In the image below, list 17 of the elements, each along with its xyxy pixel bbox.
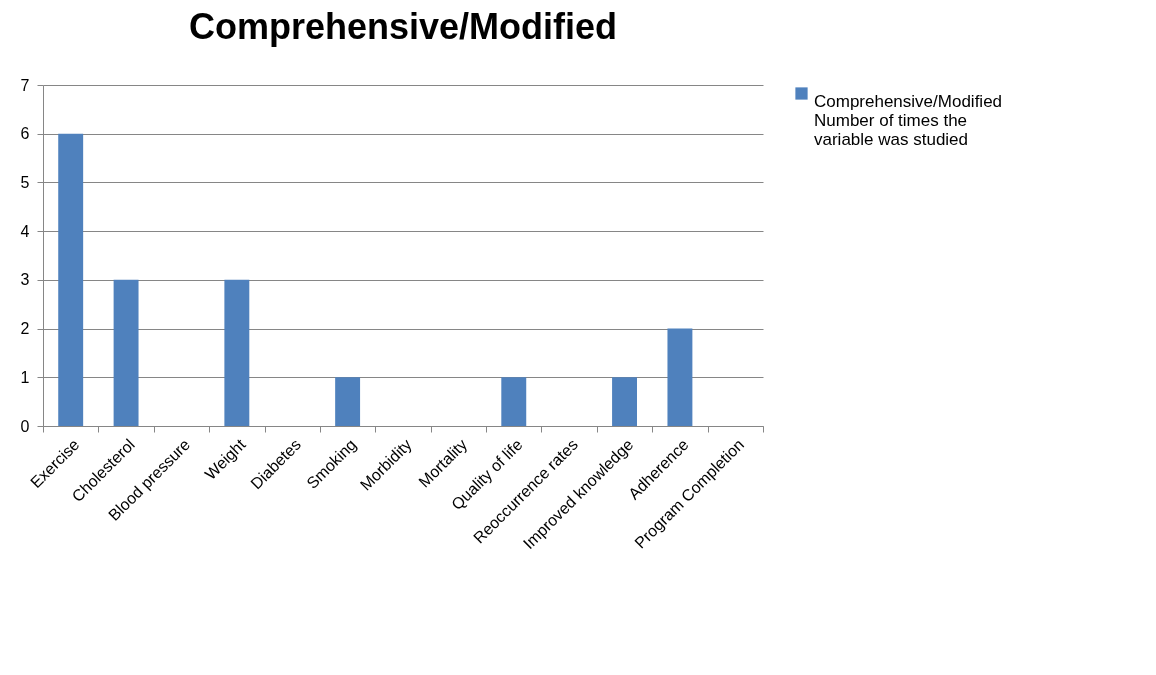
y-tick-label: 3 [20, 271, 30, 289]
bar [335, 377, 361, 426]
bar [224, 279, 250, 426]
bar [58, 133, 84, 426]
bar [113, 279, 139, 426]
y-tick-label: 5 [20, 173, 30, 191]
y-tick-label: 1 [20, 368, 30, 386]
bar [612, 377, 637, 426]
chart-title: Comprehensive/Modified [188, 6, 618, 47]
bar [667, 328, 693, 426]
y-tick-label: 2 [20, 320, 30, 338]
bar [501, 377, 527, 426]
y-tick-label: 7 [20, 76, 30, 94]
legend-label: Comprehensive/Modified Number of times the variable was studied [814, 91, 1003, 149]
y-tick-label: 6 [20, 125, 30, 143]
y-tick-label: 0 [20, 417, 30, 435]
y-tick-label: 4 [20, 222, 30, 240]
